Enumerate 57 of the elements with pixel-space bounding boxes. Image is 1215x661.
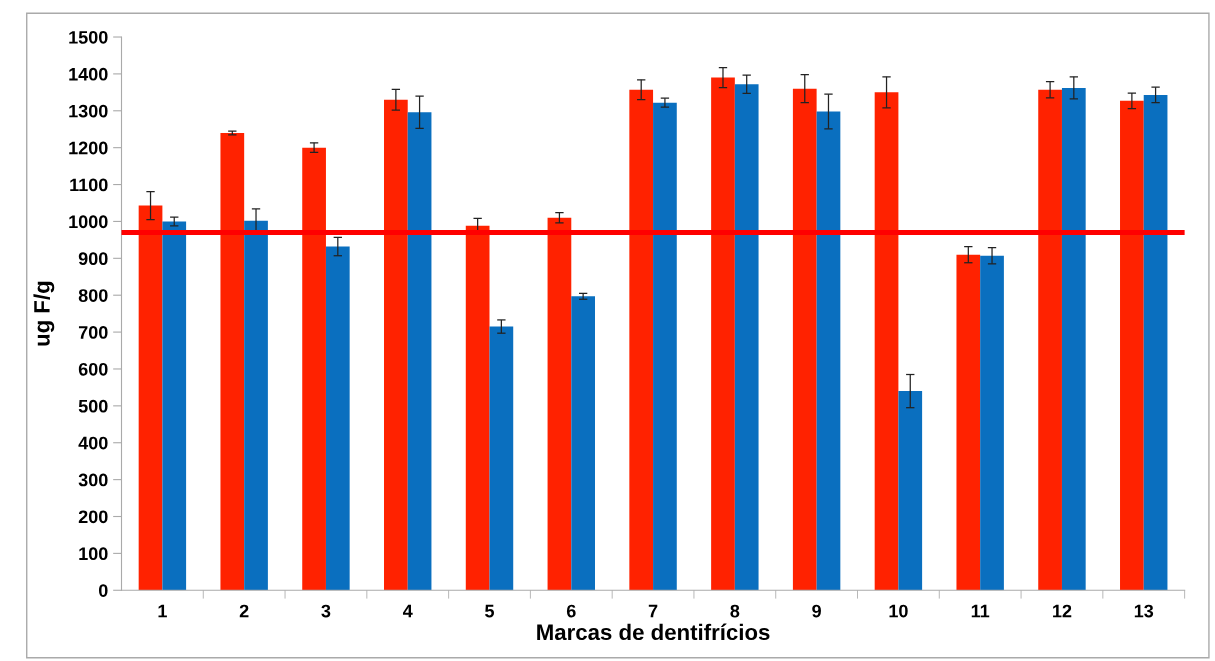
y-tick-label: 700: [78, 326, 108, 339]
y-tick-label: 1500: [69, 30, 108, 44]
bar: [547, 217, 572, 591]
bar: [711, 77, 735, 591]
bar: [244, 220, 268, 591]
x-axis-title: Marcas de dentifrícios: [537, 623, 770, 641]
y-axis-title: ug F/g: [33, 281, 55, 346]
y-tick-label: 900: [78, 252, 108, 266]
x-tick-label: 13: [1134, 604, 1154, 618]
x-tick-label: 6: [566, 604, 576, 618]
x-tick-label: 11: [971, 604, 990, 618]
bar: [220, 132, 245, 591]
y-tick-label: 0: [98, 584, 108, 597]
y-tick-label: 1300: [69, 104, 108, 118]
y-tick-label: 100: [79, 547, 108, 561]
x-tick-label: 5: [485, 604, 495, 618]
y-tick-label: 1400: [69, 67, 108, 81]
x-tick-label: 8: [730, 604, 740, 618]
bar: [384, 99, 408, 591]
x-tick-label: 7: [648, 604, 658, 618]
bar: [874, 92, 899, 591]
bar: [898, 391, 923, 591]
bar: [465, 225, 490, 591]
bar: [1038, 89, 1062, 591]
y-tick-label: 1100: [70, 178, 108, 192]
y-tick-label: 200: [78, 510, 108, 524]
x-tick-label: 4: [402, 604, 413, 618]
y-tick-label: 1000: [69, 215, 108, 229]
y-tick-label: 400: [78, 436, 108, 450]
y-tick-label: 500: [78, 399, 108, 413]
bar: [571, 296, 595, 591]
y-tick-label: 800: [78, 289, 108, 302]
bar: [734, 84, 759, 591]
x-tick-label: 12: [1053, 604, 1072, 618]
bar: [956, 254, 981, 591]
bar: [816, 111, 841, 591]
bar: [1061, 87, 1086, 591]
x-tick-label: 3: [321, 604, 331, 618]
x-tick-label: 9: [812, 604, 821, 618]
bar: [1120, 100, 1144, 591]
bar: [980, 255, 1004, 591]
y-tick-label: 1200: [69, 141, 108, 155]
x-tick-label: 10: [889, 604, 908, 618]
bar: [629, 89, 654, 591]
bar: [138, 205, 163, 591]
bar: [1143, 94, 1168, 591]
bar: [407, 112, 432, 591]
x-tick-label: 2: [239, 604, 249, 618]
bar: [653, 102, 677, 591]
x-tick-label: 1: [158, 604, 167, 618]
bar: [162, 221, 187, 591]
bar: [325, 246, 350, 591]
y-tick-label: 600: [78, 362, 108, 376]
y-tick-label: 300: [78, 473, 108, 487]
bar: [792, 88, 817, 591]
bar: [302, 147, 326, 591]
bar: [489, 326, 514, 591]
